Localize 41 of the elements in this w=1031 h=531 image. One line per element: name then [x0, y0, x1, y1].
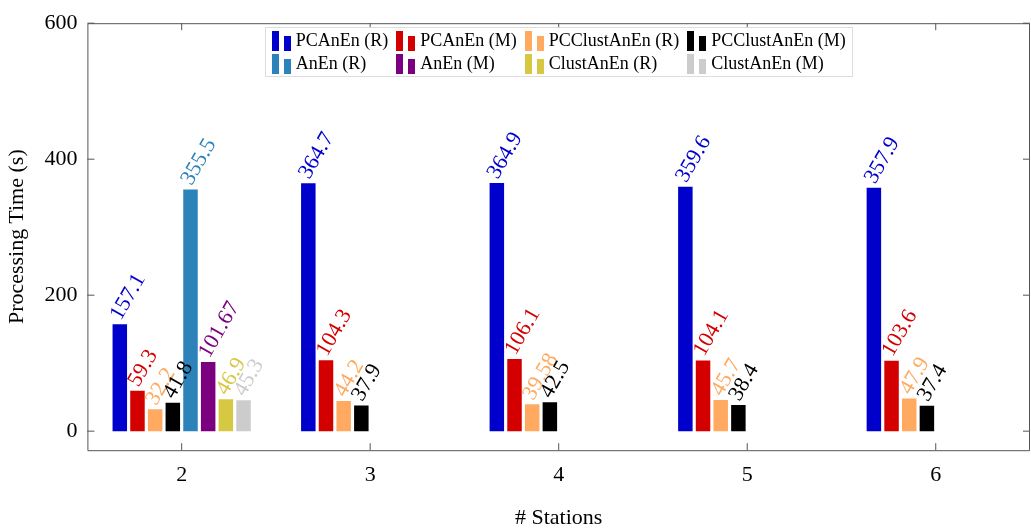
bar [318, 360, 334, 432]
bar [489, 183, 505, 432]
legend-label: AnEn (M) [420, 53, 495, 75]
bar [695, 360, 711, 432]
bar [130, 390, 145, 432]
bar [919, 405, 935, 432]
y-tick-label: 400 [44, 144, 78, 170]
x-tick-label: 2 [176, 461, 188, 487]
bar [218, 399, 234, 432]
bar [301, 183, 316, 432]
x-tick-label: 6 [930, 461, 942, 487]
legend-label: PCClustAnEn (M) [711, 30, 846, 52]
bar [678, 186, 693, 432]
legend-label: PCAnEn (M) [420, 30, 517, 52]
legend-label: PCAnEn (R) [295, 30, 389, 52]
bar [713, 400, 728, 432]
bar [112, 324, 128, 432]
legend-label: ClustAnEn (R) [548, 53, 658, 75]
y-tick-label: 200 [44, 280, 78, 306]
x-axis-title: # Stations [515, 503, 603, 529]
legend-label: ClustAnEn (M) [711, 53, 824, 75]
bar [507, 359, 522, 432]
y-tick-label: 600 [44, 8, 78, 34]
bar [336, 401, 351, 432]
bar [731, 405, 746, 432]
bar [354, 405, 369, 432]
bar [200, 362, 216, 432]
bar [884, 360, 899, 432]
y-tick-label: 0 [66, 416, 78, 442]
bar [866, 187, 882, 432]
x-tick-label: 3 [364, 461, 376, 487]
legend-label: AnEn (R) [295, 53, 367, 75]
bar [236, 400, 251, 432]
x-tick-label: 4 [553, 461, 565, 487]
x-tick-label: 5 [741, 461, 753, 487]
bar [147, 409, 163, 432]
bar [901, 398, 917, 432]
y-axis-title: Processing Time (s) [2, 149, 28, 325]
legend-label: PCClustAnEn (R) [548, 30, 680, 52]
bar [524, 404, 540, 432]
bar [542, 402, 558, 432]
